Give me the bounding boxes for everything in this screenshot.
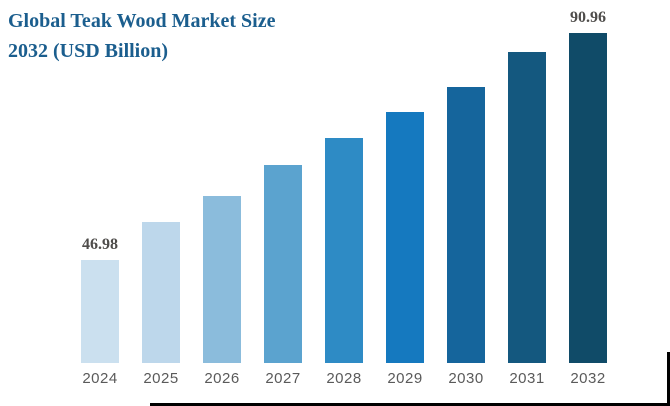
chart-title-line-1: Global Teak Wood Market Size [8,10,276,32]
bar-column-2027: 2027 [264,165,302,387]
bar-column-2031: 2031 [508,52,546,387]
bar-column-2028: 2028 [325,138,363,387]
bar-column-2025: 2025 [142,222,180,387]
bar-plot: 46.98 2024 2025 2026 2027 2028 2029 2030 2031 90.… [81,9,607,387]
x-axis-label-2029: 2029 [387,370,423,387]
chart-title-line-2: 2032 (USD Billion) [8,40,169,62]
bar-2025 [142,222,180,363]
bar-column-2029: 2029 [386,112,424,387]
screenshot-border-right [667,352,670,406]
x-axis-label-2026: 2026 [204,370,240,387]
bar-column-2024: 46.98 2024 [81,236,119,387]
value-label-2032: 90.96 [570,9,606,26]
x-axis-label-2032: 2032 [570,370,606,387]
x-axis-label-2030: 2030 [448,370,484,387]
bar-2026 [203,196,241,363]
bar-2031 [508,52,546,363]
value-label-2024: 46.98 [82,236,118,253]
bar-2024 [81,260,119,363]
x-axis-label-2027: 2027 [265,370,301,387]
bar-2029 [386,112,424,363]
screenshot-border-bottom [150,403,670,406]
x-axis-label-2024: 2024 [82,370,118,387]
x-axis-label-2025: 2025 [143,370,179,387]
x-axis-label-2028: 2028 [326,370,362,387]
bar-2032 [569,33,607,363]
bar-column-2026: 2026 [203,196,241,387]
bar-2030 [447,87,485,363]
bar-2028 [325,138,363,363]
bar-2027 [264,165,302,363]
x-axis-label-2031: 2031 [509,370,545,387]
chart-title: Global Teak Wood Market Size 2032 (USD B… [8,6,348,66]
bar-column-2032: 90.96 2032 [569,9,607,387]
bar-column-2030: 2030 [447,87,485,387]
